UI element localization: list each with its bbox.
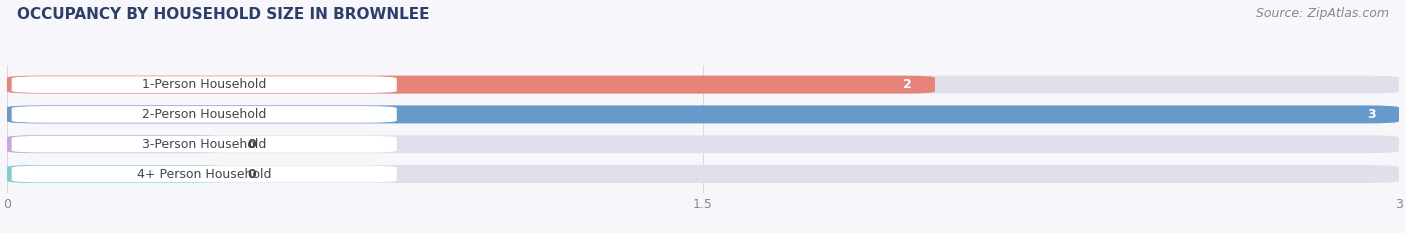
FancyBboxPatch shape xyxy=(7,165,224,183)
FancyBboxPatch shape xyxy=(7,76,1399,94)
Text: 0: 0 xyxy=(247,168,256,181)
FancyBboxPatch shape xyxy=(11,76,396,93)
Text: 3: 3 xyxy=(1367,108,1376,121)
Text: Source: ZipAtlas.com: Source: ZipAtlas.com xyxy=(1256,7,1389,20)
FancyBboxPatch shape xyxy=(7,76,935,94)
FancyBboxPatch shape xyxy=(7,106,1399,123)
Text: 2-Person Household: 2-Person Household xyxy=(142,108,266,121)
Text: 2: 2 xyxy=(903,78,911,91)
FancyBboxPatch shape xyxy=(7,106,1399,123)
FancyBboxPatch shape xyxy=(7,165,1399,183)
Text: 4+ Person Household: 4+ Person Household xyxy=(136,168,271,181)
Text: 1-Person Household: 1-Person Household xyxy=(142,78,266,91)
FancyBboxPatch shape xyxy=(11,106,396,123)
FancyBboxPatch shape xyxy=(7,135,1399,153)
FancyBboxPatch shape xyxy=(11,136,396,153)
Text: OCCUPANCY BY HOUSEHOLD SIZE IN BROWNLEE: OCCUPANCY BY HOUSEHOLD SIZE IN BROWNLEE xyxy=(17,7,429,22)
FancyBboxPatch shape xyxy=(11,166,396,182)
Text: 3-Person Household: 3-Person Household xyxy=(142,138,266,151)
Text: 0: 0 xyxy=(247,138,256,151)
FancyBboxPatch shape xyxy=(7,135,224,153)
